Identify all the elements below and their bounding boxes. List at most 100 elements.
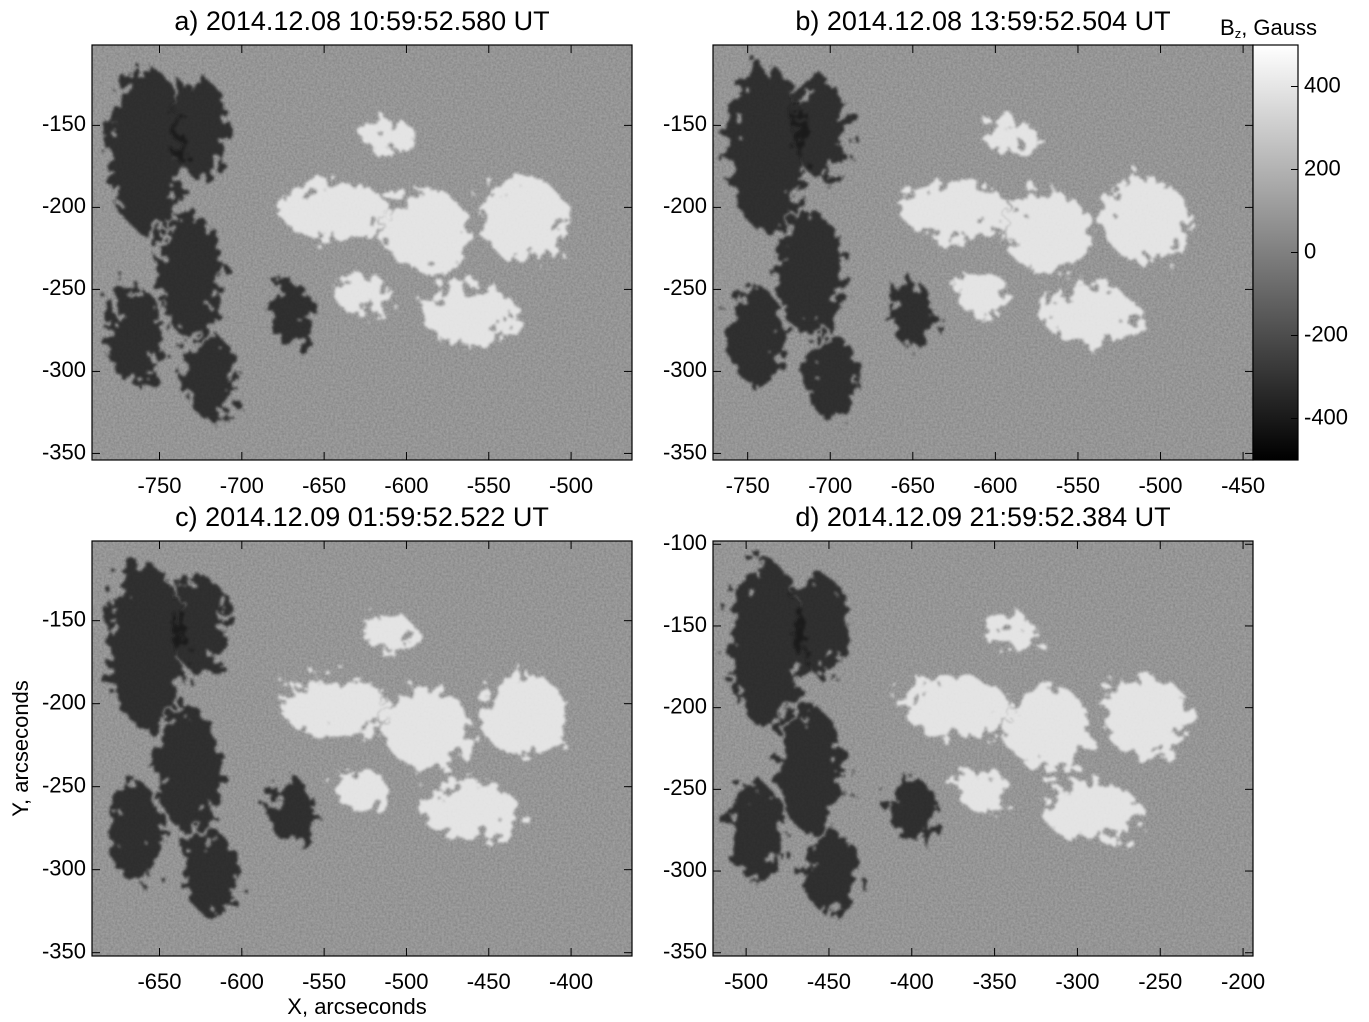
y-tick-label: -350 [663, 939, 707, 964]
y-tick-label: -100 [663, 530, 707, 555]
colorbar-label-part: B [1220, 15, 1235, 40]
positive-polarity [1004, 686, 1091, 770]
x-tick-label: -550 [467, 473, 511, 498]
x-tick-label: -750 [726, 473, 770, 498]
x-tick-label: -400 [890, 969, 934, 994]
y-tick-label: -200 [663, 693, 707, 718]
magnetogram [92, 541, 632, 956]
negative-polarity [729, 65, 805, 232]
negative-polarity [270, 281, 314, 348]
colorbar-label-part: z [1235, 26, 1242, 41]
y-tick-label: -200 [42, 689, 86, 714]
colorbar-tick-label: 400 [1304, 72, 1341, 97]
colorbar [1252, 44, 1299, 461]
plot-frame [712, 540, 1254, 957]
positive-polarity [480, 673, 568, 757]
negative-polarity [804, 335, 859, 419]
x-tick-label: -600 [973, 473, 1017, 498]
colorbar-label: Bz, Gauss [1220, 15, 1317, 42]
y-tick-label: -350 [42, 439, 86, 464]
y-tick-label: -200 [42, 193, 86, 218]
x-tick-label: -700 [220, 473, 264, 498]
y-tick-label: -150 [663, 612, 707, 637]
x-tick-label: -500 [549, 473, 593, 498]
negative-polarity [108, 65, 184, 232]
negative-polarity [794, 574, 848, 674]
negative-polarity [729, 781, 784, 882]
negative-polarity [173, 574, 227, 674]
positive-polarity [983, 119, 1037, 153]
x-tick-label: -600 [384, 473, 428, 498]
y-tick-label: -250 [42, 772, 86, 797]
panel-title: a) 2014.12.08 10:59:52.580 UT [174, 6, 549, 36]
colorbar-tick-label: 0 [1304, 238, 1316, 263]
positive-polarity [902, 181, 1010, 241]
x-tick-label: -450 [807, 969, 851, 994]
positive-polarity [281, 677, 389, 737]
negative-polarity [891, 777, 935, 844]
positive-polarity [421, 285, 519, 344]
y-tick-label: -250 [663, 775, 707, 800]
y-tick-label: -150 [663, 111, 707, 136]
y-axis-label: Y, arcseconds [8, 680, 33, 817]
positive-polarity [480, 177, 568, 261]
panel: c) 2014.12.09 01:59:52.522 UT -650 -600 -55… [8, 502, 633, 1019]
colorbar-tick-label: -200 [1304, 321, 1348, 346]
x-tick-label: -450 [467, 969, 511, 994]
positive-polarity [362, 119, 416, 153]
positive-polarity [362, 615, 416, 649]
x-tick-label: -500 [384, 969, 428, 994]
colorbar-tick-label: 200 [1304, 155, 1341, 180]
positive-polarity [902, 677, 1010, 737]
panel-title: d) 2014.12.09 21:59:52.384 UT [795, 502, 1170, 532]
negative-polarity [729, 285, 784, 386]
positive-polarity [983, 615, 1037, 649]
negative-polarity [108, 781, 163, 882]
negative-polarity [891, 281, 935, 348]
y-tick-label: -300 [42, 855, 86, 880]
positive-polarity [335, 273, 389, 315]
panel: d) 2014.12.09 21:59:52.384 UT -500 -450 -40… [663, 502, 1265, 994]
positive-polarity [1101, 673, 1189, 757]
panel-title: c) 2014.12.09 01:59:52.522 UT [175, 502, 549, 532]
positive-polarity [281, 181, 389, 241]
negative-polarity [108, 285, 163, 386]
negative-polarity [173, 78, 227, 178]
positive-polarity [956, 769, 1010, 811]
positive-polarity [383, 686, 470, 770]
x-tick-label: -350 [973, 969, 1017, 994]
positive-polarity [421, 781, 519, 840]
positive-polarity [956, 273, 1010, 315]
negative-polarity [156, 211, 222, 336]
positive-polarity [335, 769, 389, 811]
magnetogram [713, 45, 1253, 460]
x-tick-label: -750 [137, 473, 181, 498]
y-tick-label: -250 [42, 275, 86, 300]
negative-polarity [183, 335, 238, 419]
x-tick-label: -650 [891, 473, 935, 498]
y-tick-label: -250 [663, 275, 707, 300]
x-tick-label: -300 [1055, 969, 1099, 994]
x-tick-label: -250 [1138, 969, 1182, 994]
positive-polarity [1042, 285, 1140, 344]
colorbar-label-part: , Gauss [1241, 15, 1317, 40]
x-tick-label: -500 [1138, 473, 1182, 498]
magnetogram [713, 541, 1253, 956]
x-tick-label: -500 [724, 969, 768, 994]
negative-polarity [270, 777, 314, 844]
y-tick-label: -300 [663, 357, 707, 382]
x-tick-label: -450 [1221, 473, 1265, 498]
panel-title: b) 2014.12.08 13:59:52.504 UT [795, 6, 1170, 36]
plot-frame [91, 540, 633, 957]
x-tick-label: -200 [1221, 969, 1265, 994]
positive-polarity [1101, 177, 1189, 261]
y-tick-label: -350 [663, 439, 707, 464]
x-tick-label: -550 [302, 969, 346, 994]
y-tick-label: -150 [42, 111, 86, 136]
y-tick-label: -300 [663, 857, 707, 882]
negative-polarity [156, 707, 222, 832]
negative-polarity [804, 831, 859, 915]
magnetogram [92, 45, 632, 460]
negative-polarity [108, 561, 184, 728]
